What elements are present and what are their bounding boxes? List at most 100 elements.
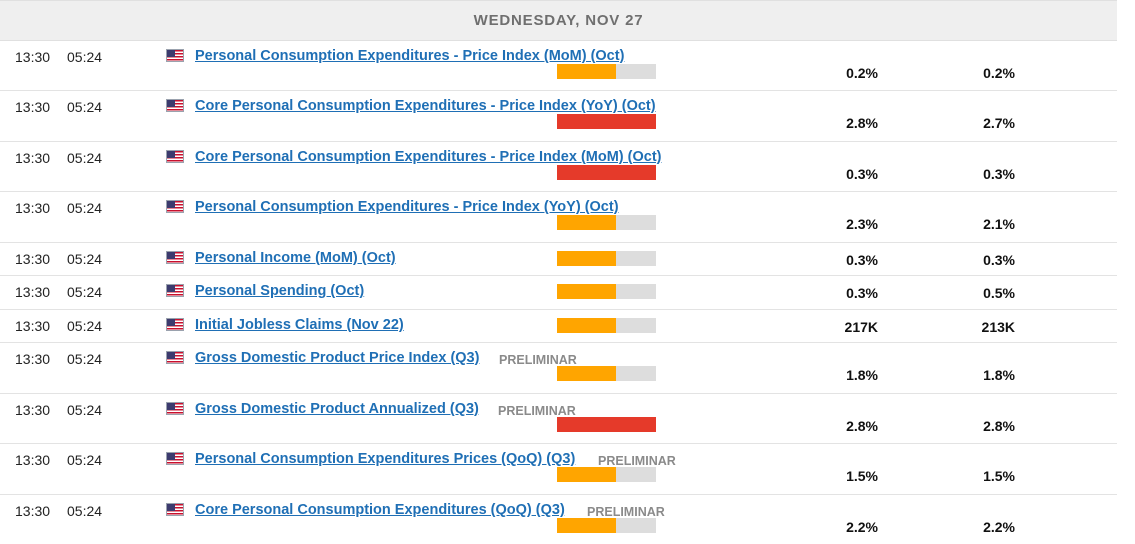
event-time-countdown: 05:24 bbox=[67, 452, 103, 468]
actual-value: 2.2% bbox=[846, 519, 878, 535]
event-row: 13:30 05:24 Initial Jobless Claims (Nov 22… bbox=[0, 310, 1117, 343]
event-time-local: 13:30 bbox=[15, 351, 51, 367]
event-time-local: 13:30 bbox=[15, 503, 51, 519]
impact-bar bbox=[557, 467, 656, 482]
us-flag-icon bbox=[166, 351, 184, 364]
impact-bar-fill bbox=[557, 318, 617, 333]
day-header: WEDNESDAY, NOV 27 bbox=[0, 0, 1117, 41]
actual-value: 0.3% bbox=[846, 285, 878, 301]
impact-bar bbox=[557, 318, 656, 333]
event-title-link[interactable]: Gross Domestic Product Price Index (Q3) bbox=[195, 350, 480, 366]
impact-bar bbox=[557, 165, 656, 180]
forecast-value: 0.3% bbox=[983, 166, 1015, 182]
impact-bar bbox=[557, 284, 656, 299]
event-title-link[interactable]: Personal Consumption Expenditures - Pric… bbox=[195, 48, 625, 64]
us-flag-icon bbox=[166, 49, 184, 62]
forecast-value: 1.5% bbox=[983, 468, 1015, 484]
event-title-link[interactable]: Personal Consumption Expenditures Prices… bbox=[195, 451, 576, 467]
impact-bar-fill bbox=[557, 518, 617, 533]
event-time-countdown: 05:24 bbox=[67, 99, 103, 115]
us-flag-icon bbox=[166, 402, 184, 415]
event-time-local: 13:30 bbox=[15, 150, 51, 166]
impact-bar bbox=[557, 64, 656, 79]
impact-bar-fill bbox=[557, 284, 617, 299]
us-flag-icon bbox=[166, 200, 184, 213]
impact-bar bbox=[557, 215, 656, 230]
event-row: 13:30 05:24 Core Personal Consumption Expe… bbox=[0, 142, 1117, 192]
event-row: 13:30 05:24 Personal Spending (Oct) 0.3% 0.5… bbox=[0, 276, 1117, 310]
event-title-link[interactable]: Personal Spending (Oct) bbox=[195, 283, 365, 299]
impact-bar-fill bbox=[557, 215, 617, 230]
event-time-countdown: 05:24 bbox=[67, 284, 103, 300]
event-title-link[interactable]: Core Personal Consumption Expenditures -… bbox=[195, 149, 662, 165]
event-title-link[interactable]: Gross Domestic Product Annualized (Q3) bbox=[195, 401, 479, 417]
event-row: 13:30 05:24 Core Personal Consumption Expe… bbox=[0, 91, 1117, 142]
actual-value: 1.5% bbox=[846, 468, 878, 484]
event-row: 13:30 05:24 Core Personal Consumption Expe… bbox=[0, 495, 1117, 544]
forecast-value: 0.5% bbox=[983, 285, 1015, 301]
event-row: 13:30 05:24 Personal Income (MoM) (Oct) 0.3… bbox=[0, 243, 1117, 276]
event-time-local: 13:30 bbox=[15, 251, 51, 267]
event-time-countdown: 05:24 bbox=[67, 318, 103, 334]
us-flag-icon bbox=[166, 503, 184, 516]
impact-bar bbox=[557, 366, 656, 381]
event-time-local: 13:30 bbox=[15, 402, 51, 418]
impact-bar-fill bbox=[557, 165, 656, 180]
forecast-value: 2.2% bbox=[983, 519, 1015, 535]
impact-bar-fill bbox=[557, 467, 617, 482]
impact-bar bbox=[557, 251, 656, 266]
impact-bar-fill bbox=[557, 251, 617, 266]
us-flag-icon bbox=[166, 150, 184, 163]
event-time-local: 13:30 bbox=[15, 200, 51, 216]
forecast-value: 0.3% bbox=[983, 252, 1015, 268]
actual-value: 0.2% bbox=[846, 65, 878, 81]
event-title-link[interactable]: Personal Income (MoM) (Oct) bbox=[195, 250, 396, 266]
event-row: 13:30 05:24 Gross Domestic Product Price I… bbox=[0, 343, 1117, 394]
forecast-value: 2.8% bbox=[983, 418, 1015, 434]
impact-bar bbox=[557, 114, 656, 129]
impact-bar-fill bbox=[557, 114, 656, 129]
event-title-link[interactable]: Initial Jobless Claims (Nov 22) bbox=[195, 317, 404, 333]
preliminary-badge: PRELIMINAR bbox=[499, 353, 577, 367]
actual-value: 2.8% bbox=[846, 115, 878, 131]
event-title-link[interactable]: Core Personal Consumption Expenditures -… bbox=[195, 98, 656, 114]
event-time-countdown: 05:24 bbox=[67, 503, 103, 519]
impact-bar-fill bbox=[557, 64, 617, 79]
event-row: 13:30 05:24 Personal Consumption Expenditu… bbox=[0, 41, 1117, 91]
preliminary-badge: PRELIMINAR bbox=[598, 454, 676, 468]
event-row: 13:30 05:24 Personal Consumption Expenditu… bbox=[0, 444, 1117, 495]
us-flag-icon bbox=[166, 452, 184, 465]
event-row: 13:30 05:24 Personal Consumption Expenditu… bbox=[0, 192, 1117, 243]
event-time-countdown: 05:24 bbox=[67, 251, 103, 267]
preliminary-badge: PRELIMINAR bbox=[498, 404, 576, 418]
us-flag-icon bbox=[166, 284, 184, 297]
actual-value: 0.3% bbox=[846, 252, 878, 268]
event-time-countdown: 05:24 bbox=[67, 49, 103, 65]
impact-bar-fill bbox=[557, 417, 656, 432]
event-time-countdown: 05:24 bbox=[67, 402, 103, 418]
forecast-value: 213K bbox=[981, 319, 1015, 335]
event-row: 13:30 05:24 Gross Domestic Product Annuali… bbox=[0, 394, 1117, 444]
preliminary-badge: PRELIMINAR bbox=[587, 505, 665, 519]
us-flag-icon bbox=[166, 251, 184, 264]
impact-bar bbox=[557, 417, 656, 432]
event-title-link[interactable]: Personal Consumption Expenditures - Pric… bbox=[195, 199, 619, 215]
event-time-local: 13:30 bbox=[15, 318, 51, 334]
event-time-local: 13:30 bbox=[15, 284, 51, 300]
event-time-countdown: 05:24 bbox=[67, 351, 103, 367]
event-time-countdown: 05:24 bbox=[67, 150, 103, 166]
actual-value: 0.3% bbox=[846, 166, 878, 182]
event-time-local: 13:30 bbox=[15, 49, 51, 65]
actual-value: 217K bbox=[844, 319, 878, 335]
event-time-local: 13:30 bbox=[15, 99, 51, 115]
event-title-link[interactable]: Core Personal Consumption Expenditures (… bbox=[195, 502, 565, 518]
impact-bar-fill bbox=[557, 366, 617, 381]
us-flag-icon bbox=[166, 318, 184, 331]
forecast-value: 2.7% bbox=[983, 115, 1015, 131]
actual-value: 2.3% bbox=[846, 216, 878, 232]
actual-value: 2.8% bbox=[846, 418, 878, 434]
us-flag-icon bbox=[166, 99, 184, 112]
forecast-value: 1.8% bbox=[983, 367, 1015, 383]
event-time-countdown: 05:24 bbox=[67, 200, 103, 216]
actual-value: 1.8% bbox=[846, 367, 878, 383]
